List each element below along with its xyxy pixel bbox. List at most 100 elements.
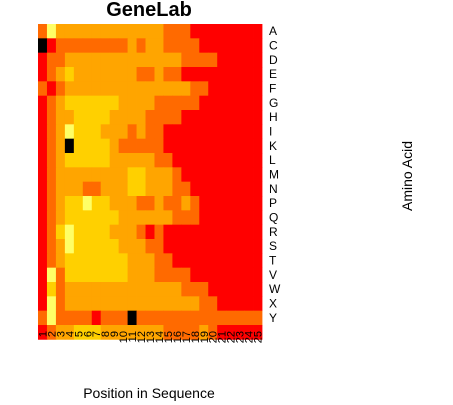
- heatmap-cell: [190, 38, 199, 53]
- heatmap-cell: [226, 24, 235, 39]
- heatmap-cell: [253, 239, 262, 254]
- heatmap-cell: [172, 81, 181, 96]
- heatmap-cell: [83, 139, 92, 154]
- heatmap-cell: [146, 53, 155, 68]
- heatmap-cell: [38, 124, 47, 139]
- heatmap-cell: [65, 81, 74, 96]
- heatmap-cell: [190, 24, 199, 39]
- y-tick-label: Q: [269, 211, 278, 225]
- heatmap-cell: [181, 110, 190, 125]
- heatmap-cell: [217, 268, 226, 283]
- heatmap-cell: [65, 225, 74, 240]
- heatmap-cell: [217, 38, 226, 53]
- heatmap-cell: [92, 67, 101, 82]
- heatmap-cell: [119, 239, 128, 254]
- heatmap-cell: [56, 167, 65, 182]
- heatmap-cell: [199, 153, 208, 168]
- heatmap-cell: [235, 282, 244, 297]
- heatmap-cell: [56, 282, 65, 297]
- heatmap-cell: [101, 182, 110, 197]
- heatmap-cell: [47, 139, 56, 154]
- heatmap-cell: [56, 210, 65, 225]
- heatmap-cell: [119, 225, 128, 240]
- heatmap-cell: [128, 96, 137, 111]
- heatmap-cell: [208, 268, 217, 283]
- heatmap-cell: [253, 311, 262, 326]
- heatmap-cell: [163, 53, 172, 68]
- heatmap-cell: [74, 110, 83, 125]
- heatmap-cell: [101, 311, 110, 326]
- heatmap-cell: [92, 239, 101, 254]
- heatmap-cell: [47, 24, 56, 39]
- heatmap-cell: [92, 81, 101, 96]
- heatmap-cell: [128, 124, 137, 139]
- heatmap-cell: [137, 196, 146, 211]
- heatmap-cell: [253, 67, 262, 82]
- heatmap-cell: [190, 225, 199, 240]
- heatmap-cell: [137, 53, 146, 68]
- heatmap-cell: [190, 282, 199, 297]
- heatmap-cell: [119, 153, 128, 168]
- heatmap-cell: [146, 253, 155, 268]
- heatmap-cell: [47, 67, 56, 82]
- heatmap-cell: [92, 282, 101, 297]
- heatmap-cell: [253, 96, 262, 111]
- heatmap-cell: [65, 153, 74, 168]
- heatmap-cell: [110, 139, 119, 154]
- heatmap-cell: [101, 24, 110, 39]
- heatmap-cell: [172, 153, 181, 168]
- y-tick-label: I: [269, 125, 272, 139]
- heatmap-cell: [154, 282, 163, 297]
- heatmap-cell: [217, 24, 226, 39]
- heatmap-cell: [235, 81, 244, 96]
- heatmap-cell: [38, 38, 47, 53]
- heatmap-cell: [92, 210, 101, 225]
- heatmap-cell: [47, 268, 56, 283]
- heatmap-cell: [92, 196, 101, 211]
- heatmap-cell: [146, 196, 155, 211]
- heatmap-cell: [83, 24, 92, 39]
- heatmap-cell: [128, 81, 137, 96]
- heatmap-cell: [244, 167, 253, 182]
- heatmap-cell: [38, 67, 47, 82]
- heatmap-cell: [146, 225, 155, 240]
- heatmap-cell: [226, 210, 235, 225]
- heatmap-cell: [163, 38, 172, 53]
- heatmap-cell: [253, 53, 262, 68]
- heatmap-cell: [235, 296, 244, 311]
- heatmap-cell: [217, 96, 226, 111]
- heatmap-cell: [119, 282, 128, 297]
- heatmap-cell: [208, 53, 217, 68]
- heatmap-cell: [154, 67, 163, 82]
- heatmap-cell: [190, 153, 199, 168]
- heatmap-cell: [226, 296, 235, 311]
- heatmap-cell: [172, 196, 181, 211]
- y-tick-label: A: [269, 24, 277, 38]
- heatmap-cell: [208, 24, 217, 39]
- heatmap-cell: [137, 311, 146, 326]
- heatmap-cell: [208, 81, 217, 96]
- heatmap-cell: [65, 110, 74, 125]
- heatmap-cell: [253, 153, 262, 168]
- heatmap-cell: [92, 296, 101, 311]
- heatmap-cell: [110, 268, 119, 283]
- heatmap-cell: [199, 167, 208, 182]
- heatmap-cell: [128, 182, 137, 197]
- heatmap-cell: [253, 210, 262, 225]
- heatmap-cell: [235, 139, 244, 154]
- heatmap-cell: [65, 167, 74, 182]
- heatmap-cell: [235, 67, 244, 82]
- heatmap-cell: [83, 225, 92, 240]
- heatmap-cell: [101, 110, 110, 125]
- heatmap-cell: [128, 67, 137, 82]
- heatmap-cell: [199, 210, 208, 225]
- heatmap-cell: [47, 253, 56, 268]
- heatmap-cell: [137, 296, 146, 311]
- heatmap-cell: [244, 268, 253, 283]
- heatmap-cell: [181, 296, 190, 311]
- y-tick-label: L: [269, 153, 276, 167]
- heatmap-cell: [244, 96, 253, 111]
- heatmap-cell: [217, 167, 226, 182]
- heatmap-cell: [244, 124, 253, 139]
